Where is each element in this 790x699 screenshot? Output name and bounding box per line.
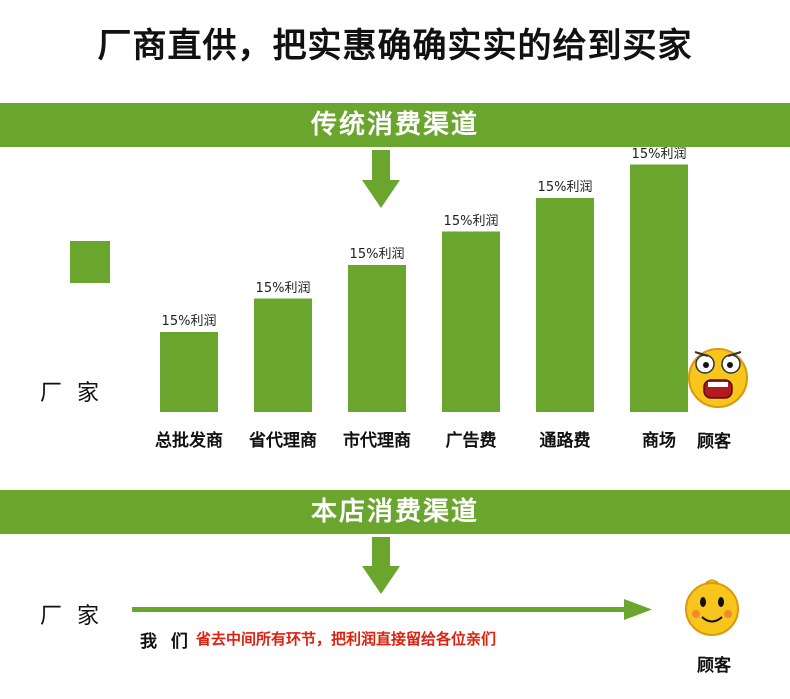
- category-label: 省代理商: [249, 431, 317, 451]
- bar: [348, 265, 406, 412]
- legend-square: [70, 241, 110, 283]
- bar-chart: [160, 164, 688, 412]
- bar-data-label: 15%利润: [161, 314, 217, 329]
- bar-data-label: 15%利润: [443, 213, 499, 229]
- category-label: 广告费: [445, 431, 497, 451]
- down-arrow-icon: [362, 537, 400, 594]
- headline: 厂商直供，把实惠确确实实的给到买家: [97, 26, 693, 66]
- we-label: 我 们: [140, 632, 192, 652]
- manufacturer-label-bottom: 厂 家: [40, 604, 103, 629]
- customer-label-bottom: 顾客: [697, 656, 731, 676]
- bar-data-label: 15%利润: [349, 247, 405, 262]
- manufacturer-label: 厂 家: [40, 381, 103, 406]
- bar-data-label: 15%利润: [255, 280, 311, 296]
- right-arrow-icon: [132, 599, 652, 620]
- bar-data-label: 15%利润: [537, 180, 593, 195]
- bar: [442, 231, 500, 412]
- down-arrow-icon: [362, 150, 400, 208]
- bar-data-label: 15%利润: [631, 146, 687, 162]
- traditional-channel-banner: 传统消费渠道: [0, 103, 790, 147]
- category-label: 通路费: [539, 431, 591, 451]
- slogan-text: 省去中间所有环节，把利润直接留给各位亲们: [196, 630, 497, 648]
- bar: [630, 164, 688, 412]
- category-label: 商场: [642, 431, 676, 451]
- bar: [254, 298, 312, 412]
- category-label: 总批发商: [155, 431, 223, 451]
- smiling-face-icon: [685, 579, 739, 636]
- store-channel-banner: 本店消费渠道: [0, 490, 790, 534]
- customer-label-top: 顾客: [697, 432, 731, 452]
- category-label: 市代理商: [343, 431, 411, 451]
- bar: [160, 332, 218, 412]
- surprised-face-icon: [688, 348, 748, 408]
- bar: [536, 198, 594, 412]
